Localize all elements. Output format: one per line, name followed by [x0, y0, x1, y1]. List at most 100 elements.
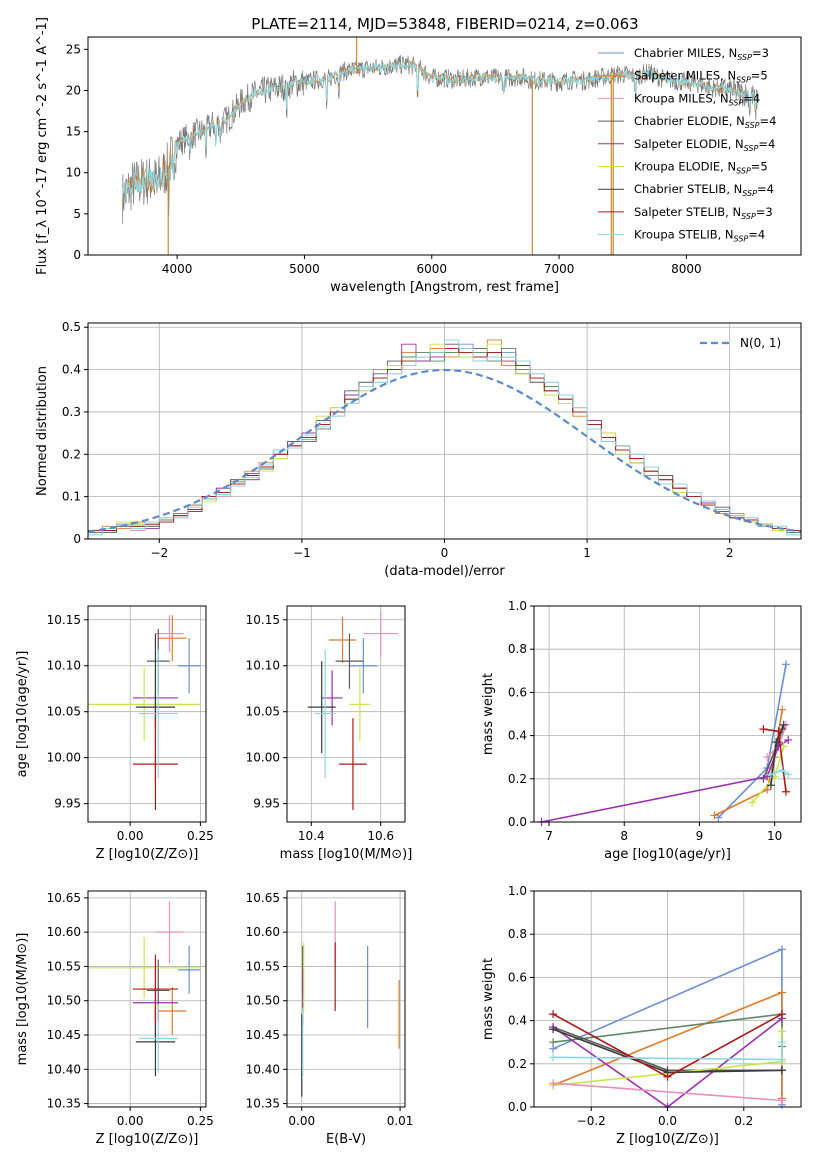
y-tick-label: 10.50 — [47, 994, 81, 1008]
y-tick-label: 1.0 — [508, 884, 527, 898]
y-tick-label: 10.00 — [246, 751, 280, 765]
y-tick-label: 10.65 — [47, 891, 81, 905]
y-axis-label: age [log10(age/yr)] — [15, 651, 30, 778]
axes-frame — [286, 890, 406, 1108]
model-spectrum — [121, 60, 758, 205]
x-tick-label: 7 — [545, 829, 553, 843]
x-axis-label: E(B-V) — [326, 1132, 366, 1147]
y-tick-label: 10.55 — [47, 959, 81, 973]
x-tick-label: 1 — [583, 546, 591, 560]
x-axis-label: Z [log10(Z/Z⊙)] — [616, 1132, 719, 1147]
x-axis-label: Z [log10(Z/Z⊙)] — [96, 1132, 199, 1147]
y-axis-label: Flux [f_λ 10^-17 erg cm^-2 s^-1 A^-1] — [35, 17, 50, 275]
weight-marker — [549, 1010, 558, 1019]
weight-marker — [748, 798, 757, 807]
y-tick-label: 9.95 — [253, 797, 280, 811]
weight-marker — [781, 660, 790, 669]
y-tick-label: 10.55 — [246, 959, 280, 973]
x-tick-label: 8 — [620, 829, 628, 843]
weight-marker — [781, 787, 790, 796]
y-tick-label: 10.15 — [246, 613, 280, 627]
y-tick-label: 5 — [73, 207, 81, 221]
x-tick-label: −2 — [150, 546, 168, 560]
x-axis-label: Z [log10(Z/Z⊙)] — [96, 847, 199, 862]
x-tick-label: 0.00 — [117, 1114, 144, 1128]
legend-entry: Salpeter MILES, NSSP=5 — [634, 69, 768, 85]
axes-frame — [286, 605, 406, 823]
y-tick-label: 0.0 — [508, 1100, 527, 1114]
x-axis-label: age [log10(age/yr)] — [604, 847, 731, 862]
y-tick-label: 10.60 — [47, 925, 81, 939]
x-tick-label: 2 — [726, 546, 734, 560]
weight-series — [770, 769, 789, 776]
y-tick-label: 25 — [66, 42, 81, 56]
y-tick-label: 10.00 — [47, 751, 81, 765]
y-tick-label: 10.60 — [246, 925, 280, 939]
y-tick-label: 0.2 — [62, 447, 81, 461]
spectrum-panel: 4000 5000 6000 7000 8000 0 5 10 15 20 25 wavelength… — [35, 17, 802, 295]
weight-marker — [774, 727, 783, 736]
weight-marker — [710, 811, 719, 820]
figure-title: PLATE=2114, MJD=53848, FIBERID=0214, z=0… — [251, 15, 638, 33]
y-tick-label: 0.0 — [508, 815, 527, 829]
weight-marker — [777, 1096, 786, 1105]
y-tick-label: 10.45 — [246, 1028, 280, 1042]
y-tick-label: 0.8 — [508, 927, 527, 941]
weight-marker — [777, 988, 786, 997]
x-tick-label: 0.00 — [288, 1114, 315, 1128]
x-tick-label: 8000 — [671, 262, 702, 276]
x-tick-label: 9 — [696, 829, 704, 843]
weight-vs-metallicity-panel: −0.2 0.0 0.2 0.0 0.2 0.4 0.6 0.8 1.0 Z [log10(Z/Z… — [481, 884, 802, 1147]
x-axis-label: wavelength [Angstrom, rest frame] — [330, 280, 559, 295]
weight-marker — [772, 738, 781, 747]
x-tick-label: 0.25 — [187, 1114, 214, 1128]
x-tick-label: 4000 — [162, 262, 193, 276]
x-axis-label: mass [log10(M/M⊙)] — [280, 847, 413, 862]
mass-vs-extinction-panel: 0.00 0.01 10.35 10.40 10.45 10.50 10.55 10.60 10… — [246, 890, 413, 1147]
y-tick-label: 10.45 — [47, 1028, 81, 1042]
axes-frame — [87, 605, 207, 823]
axes-frame — [87, 36, 802, 256]
x-tick-label: −1 — [293, 546, 311, 560]
weight-series — [553, 1082, 782, 1102]
y-tick-label: 0.4 — [62, 363, 81, 377]
legend-entry: Kroupa STELIB, NSSP=4 — [634, 228, 765, 244]
x-axis-label: (data-model)/error — [384, 564, 505, 579]
weight-marker — [777, 1066, 786, 1075]
y-axis-label: mass [log10(M/M⊙)] — [15, 933, 30, 1066]
x-tick-label: 6000 — [416, 262, 447, 276]
y-tick-label: 10.05 — [47, 705, 81, 719]
x-tick-label: 7000 — [544, 262, 575, 276]
y-tick-label: 10.15 — [47, 613, 81, 627]
x-tick-label: 10.4 — [298, 829, 325, 843]
axes-frame — [533, 605, 802, 823]
y-tick-label: 10.35 — [47, 1097, 81, 1111]
x-tick-label: 0.2 — [734, 1114, 753, 1128]
weight-vs-age-panel: 7 8 9 10 0.0 0.2 0.4 0.6 0.8 1.0 age [log10(age/yr… — [481, 599, 802, 862]
y-tick-label: 10.40 — [47, 1062, 81, 1076]
x-tick-label: 10.6 — [367, 829, 394, 843]
legend-entry: N(0, 1) — [740, 336, 781, 350]
x-tick-label: 0 — [441, 546, 449, 560]
legend-entry: Kroupa ELODIE, NSSP=5 — [634, 160, 768, 176]
x-tick-label: 0.25 — [187, 829, 214, 843]
y-tick-label: 10.40 — [246, 1062, 280, 1076]
weight-marker — [777, 945, 786, 954]
y-tick-label: 0.2 — [508, 1057, 527, 1071]
mass-vs-metallicity-panel: 0.00 0.25 10.35 10.40 10.45 10.50 10.55 10.60 10… — [15, 890, 214, 1147]
y-tick-label: 0.2 — [508, 772, 527, 786]
y-tick-label: 10.65 — [246, 891, 280, 905]
y-axis-label: mass weight — [481, 673, 496, 755]
weight-series — [541, 739, 789, 823]
y-tick-label: 0.3 — [62, 405, 81, 419]
y-tick-label: 0 — [73, 248, 81, 262]
y-tick-label: 10.35 — [246, 1097, 280, 1111]
weight-marker — [766, 781, 775, 790]
y-tick-label: 10.10 — [246, 659, 280, 673]
weight-marker — [549, 1079, 558, 1088]
weight-marker — [549, 1025, 558, 1034]
weight-marker — [777, 1055, 786, 1064]
age-vs-mass-panel: 10.4 10.6 9.95 10.00 10.05 10.10 10.15 mass [lo… — [246, 605, 413, 862]
weight-marker — [759, 725, 768, 734]
weight-marker — [777, 1010, 786, 1019]
